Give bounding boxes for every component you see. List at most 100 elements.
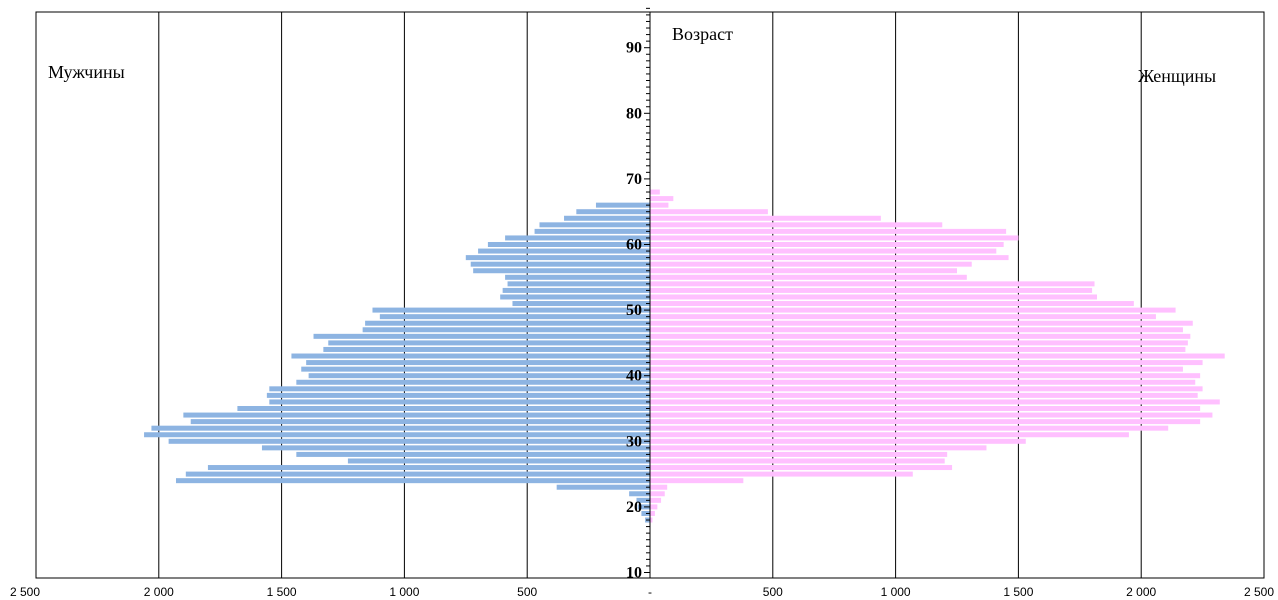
age-tick-label: 10: [626, 565, 642, 582]
male-bar: [269, 399, 650, 405]
female-bar: [650, 517, 653, 523]
male-bar: [306, 360, 650, 366]
female-bar: [650, 504, 658, 510]
male-bar: [500, 294, 650, 300]
age-axis-title: Возраст: [672, 24, 733, 44]
male-bar: [507, 281, 650, 287]
male-bar: [185, 471, 651, 477]
female-bar: [650, 287, 1093, 293]
female-bar: [650, 445, 987, 451]
female-bar: [650, 222, 943, 228]
female-bar: [650, 209, 768, 215]
male-bar: [347, 458, 650, 464]
female-bar: [650, 510, 655, 516]
female-bar: [650, 248, 997, 254]
male-bar: [487, 242, 650, 247]
female-bar: [650, 491, 665, 497]
x-tick-label: 1 000: [881, 585, 911, 599]
females-label: Женщины: [1138, 66, 1216, 86]
male-bar: [144, 432, 650, 438]
male-bar: [470, 261, 650, 267]
female-bar: [650, 353, 1225, 359]
female-bar: [650, 379, 1196, 385]
male-bar: [323, 346, 650, 352]
male-bar: [379, 314, 650, 320]
x-tick-label: 2 000: [1126, 585, 1156, 599]
male-bar: [207, 465, 651, 471]
female-bar: [650, 301, 1134, 307]
female-bar: [650, 215, 881, 221]
female-bar: [650, 255, 1009, 261]
female-bar: [650, 228, 1007, 234]
male-bar: [372, 307, 650, 313]
female-bar: [650, 366, 1183, 372]
center-age-axis: [644, 7, 651, 578]
female-bar: [650, 320, 1193, 326]
male-bar: [505, 235, 650, 241]
male-bar: [534, 228, 650, 234]
female-bar: [650, 478, 744, 484]
female-bar: [650, 458, 945, 464]
age-tick-labels: 10 20 30 40 50 60 70 80 90: [626, 40, 642, 582]
male-bar: [151, 425, 650, 431]
male-bar: [362, 327, 650, 333]
male-bar: [564, 215, 650, 221]
female-bar: [650, 307, 1176, 313]
male-bar: [365, 320, 650, 326]
age-tick-label: 50: [626, 302, 642, 319]
female-bar: [650, 202, 669, 208]
x-tick-label: 500: [763, 585, 783, 599]
male-bar: [269, 386, 650, 392]
female-bar: [650, 451, 948, 457]
female-bar: [650, 471, 913, 477]
male-bar: [465, 255, 650, 261]
female-bar: [650, 346, 1186, 352]
female-bar: [650, 432, 1129, 438]
female-bar: [650, 412, 1213, 418]
male-bar: [539, 222, 650, 228]
male-bar: [556, 484, 650, 490]
female-bar: [650, 438, 1026, 444]
male-bar: [328, 340, 650, 346]
female-bar: [650, 406, 1201, 411]
female-bar: [650, 294, 1097, 300]
male-bars: [144, 202, 651, 523]
male-bar: [576, 209, 650, 215]
x-tick-label: 500: [517, 585, 537, 599]
female-bar: [650, 274, 967, 280]
female-bar: [650, 340, 1188, 346]
male-bar: [502, 287, 650, 293]
males-label: Мужчины: [48, 62, 125, 82]
female-bar: [650, 333, 1191, 339]
female-bar: [650, 497, 662, 503]
age-tick-label: 80: [626, 105, 642, 122]
female-bar: [650, 327, 1183, 333]
male-bar: [641, 510, 650, 516]
female-bar: [650, 386, 1203, 392]
male-bar: [478, 248, 650, 254]
x-tick-labels: 2 500 2 000 1 500 1 000 500 - 500 1 000 1 500 2 0…: [10, 585, 1274, 599]
male-bar: [313, 333, 650, 339]
male-bar: [296, 379, 650, 385]
male-bar: [308, 373, 650, 379]
x-tick-label: 2 500: [10, 585, 40, 599]
male-bar: [595, 202, 650, 208]
female-bar: [650, 189, 660, 195]
male-bar: [505, 274, 650, 280]
male-bar: [512, 301, 650, 307]
male-bar: [636, 497, 650, 503]
male-bar: [296, 451, 650, 457]
age-tick-label: 70: [626, 171, 642, 188]
male-bar: [301, 366, 650, 372]
x-tick-label: 1 000: [389, 585, 419, 599]
female-bar: [650, 314, 1156, 320]
female-bar: [650, 465, 953, 471]
age-tick-label: 40: [626, 368, 642, 385]
female-bar: [650, 360, 1203, 366]
male-bar: [291, 353, 650, 359]
female-bar: [650, 242, 1004, 247]
x-tick-label: -: [648, 585, 652, 599]
female-bar: [650, 399, 1220, 405]
x-tick-label: 1 500: [1003, 585, 1033, 599]
